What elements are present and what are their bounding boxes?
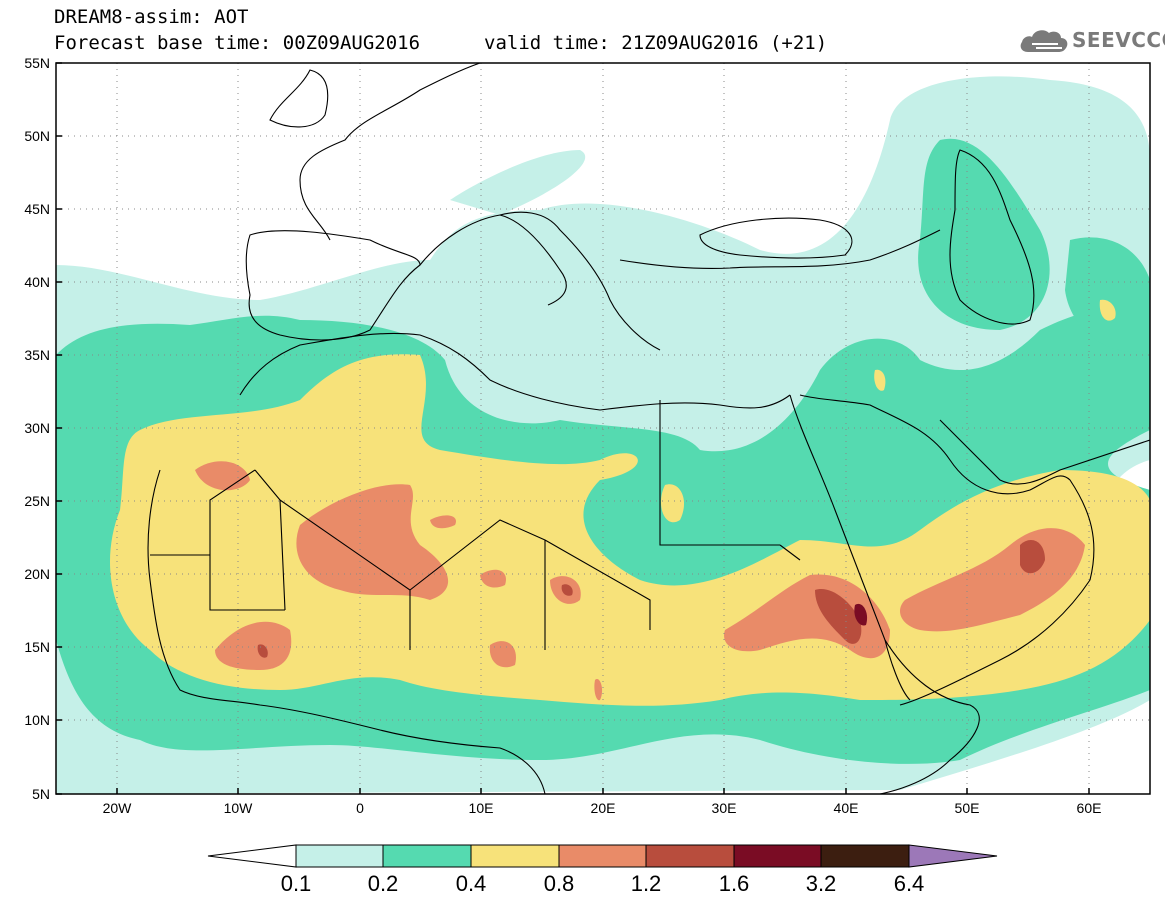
colorbar-over-arrow (908, 844, 998, 868)
aot-band-1.2 (257, 540, 1045, 658)
valid-time: valid time: 21Z09AUG2016 (+21) (484, 32, 828, 54)
lon-label: 10W (223, 800, 253, 816)
seevccc-logo: SEEVCCC (1018, 24, 1165, 60)
lon-label: 40E (833, 800, 859, 816)
colorbar-under-arrow (207, 844, 297, 868)
lon-label: 20E (590, 800, 616, 816)
axis-ticks (56, 62, 1090, 795)
lon-label: 20W (102, 800, 132, 816)
colorbar-bin-5 (645, 844, 735, 868)
colorbar-label: 0.4 (455, 871, 487, 896)
colorbar-label: 0.2 (367, 871, 399, 896)
lat-label: 50N (24, 128, 50, 144)
forecast-base-time: Forecast base time: 00Z09AUG2016 (54, 32, 421, 54)
colorbar-label: 6.4 (893, 871, 925, 896)
aot-band-0.4 (110, 299, 1150, 706)
chart-title: DREAM8-assim: AOT (54, 6, 249, 28)
lat-label: 45N (24, 201, 50, 217)
lat-label: 35N (24, 347, 50, 363)
grid-lines (56, 63, 1150, 794)
lat-label: 10N (24, 712, 50, 728)
colorbar-bin-3 (470, 844, 560, 868)
colorbar-bin-7 (820, 844, 910, 868)
lat-label: 40N (24, 274, 50, 290)
lat-label: 55N (24, 55, 50, 71)
lon-label: 60E (1076, 800, 1102, 816)
lat-label: 5N (32, 786, 50, 802)
colorbar-label: 0.1 (280, 871, 312, 896)
lat-label: 15N (24, 639, 50, 655)
aot-band-1.6 (854, 603, 868, 626)
lat-label: 30N (24, 420, 50, 436)
lat-label: 20N (24, 566, 50, 582)
lon-label: 30E (711, 800, 737, 816)
lon-label: 10E (468, 800, 494, 816)
lon-label: 50E (954, 800, 980, 816)
colorbar-bin-1 (295, 844, 384, 868)
colorbar (207, 844, 998, 868)
lon-label: 0 (356, 800, 364, 816)
colorbar-label: 0.8 (543, 871, 575, 896)
coastlines (147, 63, 1150, 794)
colorbar-bin-6 (733, 844, 822, 868)
colorbar-bin-2 (382, 844, 472, 868)
cloud-icon (1020, 30, 1068, 52)
colorbar-label: 1.6 (718, 871, 750, 896)
colorbar-label: 3.2 (805, 871, 837, 896)
colorbar-label: 1.2 (630, 871, 662, 896)
lat-label: 25N (24, 493, 50, 509)
logo-text: SEEVCCC (1072, 28, 1165, 52)
colorbar-bin-4 (558, 844, 647, 868)
